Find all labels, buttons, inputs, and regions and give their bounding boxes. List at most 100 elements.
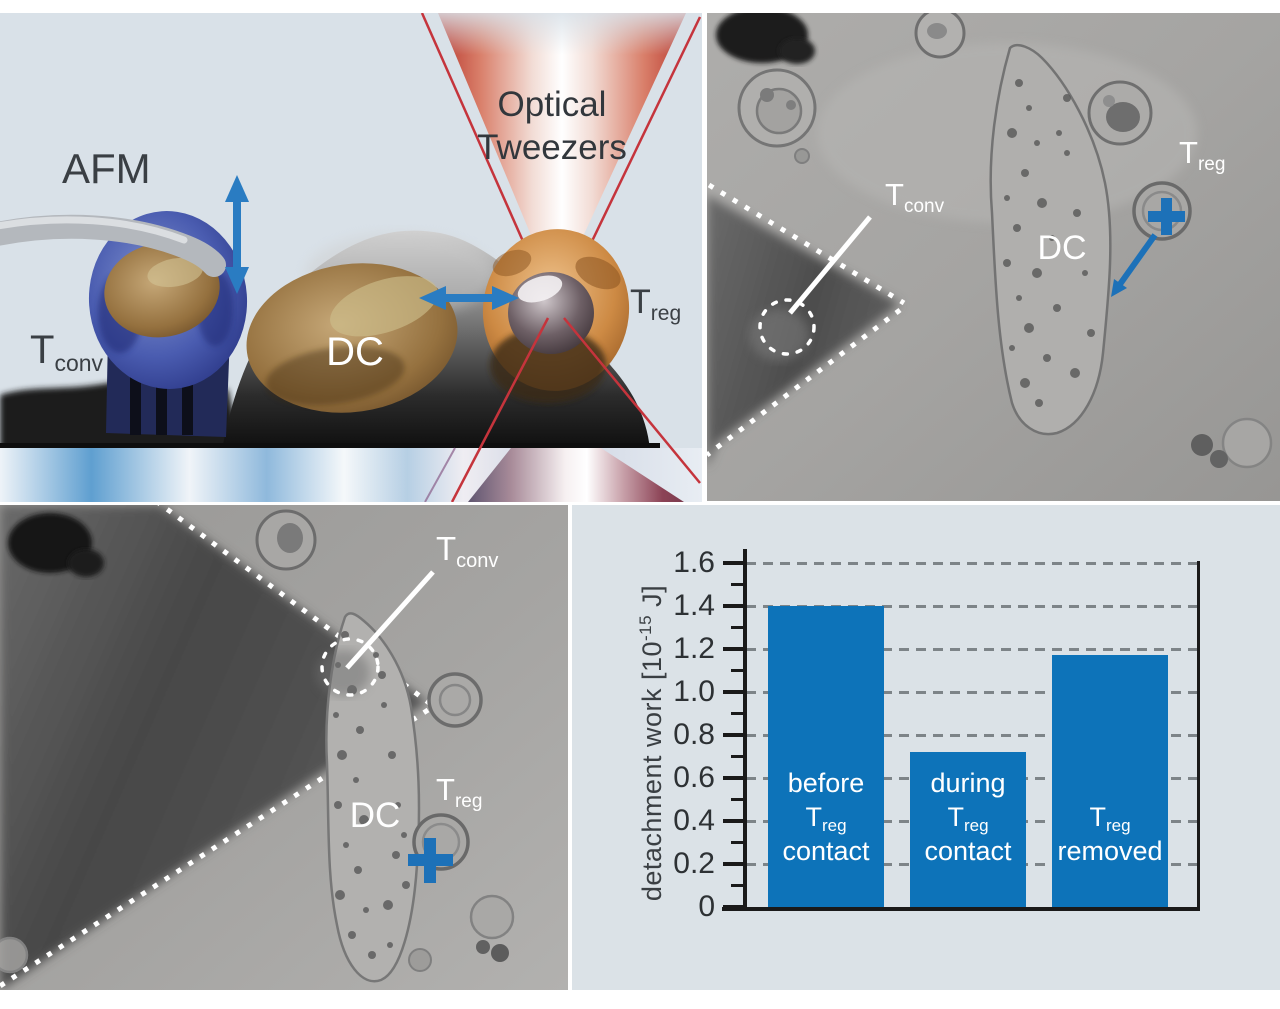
y-axis-minor-tick (731, 583, 743, 586)
cell-granule (1056, 130, 1062, 136)
cell-granule (1013, 224, 1021, 232)
y-axis-minor-tick (731, 712, 743, 715)
cell-granule (353, 777, 359, 783)
bar-label-line: contact (924, 836, 1012, 866)
y-axis-minor-tick (731, 755, 743, 758)
y-axis-major-tick (723, 647, 743, 651)
y-axis-minor-tick (731, 798, 743, 801)
bar-label-line: removed (1057, 836, 1163, 866)
treg-label: Treg (436, 772, 482, 812)
y-axis-major-tick (723, 776, 743, 780)
bar-label: Treg removed (1052, 800, 1168, 868)
cell-granule (359, 815, 369, 825)
round-cell (914, 13, 966, 59)
tconv-pointer-line (788, 215, 872, 315)
round-cell (427, 672, 483, 728)
cell-granule (1070, 368, 1080, 378)
right-frame-line (1197, 561, 1200, 907)
cell-granule (1007, 128, 1017, 138)
tconv-dotted-circle (320, 637, 380, 697)
y-axis-minor-tick (731, 884, 743, 887)
cell-granule (333, 712, 339, 718)
round-cell (408, 894, 515, 972)
cell-granule (354, 866, 362, 874)
cell-granule (1043, 354, 1051, 362)
cell-granule (388, 751, 396, 759)
cell-granule (334, 801, 342, 809)
cell-granule (378, 671, 386, 679)
cell-granule (356, 726, 364, 734)
schematic-illustration-panel: AFM Optical Tweezers Tconv DC Treg (0, 13, 702, 502)
bar-label: during Treg contact (910, 766, 1026, 868)
cell-granule (363, 907, 369, 913)
schematic-illustration: AFM Optical Tweezers Tconv DC Treg (0, 13, 702, 502)
microscopy-image-bottom: Tconv DC Treg (0, 505, 568, 990)
bar-during-treg-contact (910, 752, 1026, 907)
afm-force-arrow-icon (225, 175, 249, 294)
y-tick-label: 1.6 (673, 546, 715, 579)
round-cell (0, 936, 29, 974)
cell-granule (335, 890, 345, 900)
debris-blob (716, 13, 815, 64)
y-axis-major-tick (723, 561, 743, 565)
cell-granule (1003, 259, 1011, 267)
tconv-dotted-circle (758, 298, 816, 356)
bar-label-line: Treg (947, 802, 989, 835)
dc-label: DC (326, 330, 384, 374)
cell-granule (343, 842, 349, 848)
tconv-label: Tconv (30, 328, 104, 376)
cantilever-outline-dotted-upper (157, 505, 434, 708)
bar-label-line: during (930, 768, 1006, 798)
cell-granule (1026, 105, 1032, 111)
y-axis-major-tick (723, 819, 743, 823)
gridline (746, 561, 1197, 565)
microscopy-image-top: Tconv DC Treg (707, 13, 1280, 501)
gridline (746, 733, 1197, 737)
y-tick-label: 0 (698, 890, 715, 923)
cell-granule (1082, 270, 1088, 276)
dc-cell (989, 43, 1112, 436)
y-tick-label: 1.4 (673, 589, 715, 622)
round-cell (737, 68, 817, 164)
cell-granule (1063, 94, 1071, 102)
debris-blob (8, 513, 104, 577)
gridline (746, 604, 1197, 608)
dc-label: DC (350, 796, 401, 835)
treg-to-dc-arrow-icon (1111, 233, 1158, 297)
y-tick-label: 0.2 (673, 847, 715, 880)
plus-icon (1148, 198, 1185, 235)
cell-granule (337, 750, 347, 760)
cell-granule (401, 832, 407, 838)
dc-nucleus (246, 263, 458, 413)
tconv-cell-shadow (749, 309, 809, 361)
cell-granule (381, 702, 387, 708)
microscopy-panel-top: Tconv DC Treg (707, 13, 1280, 501)
cell-granule (395, 802, 401, 808)
cell-granule (1034, 140, 1040, 146)
x-axis-line (722, 907, 1200, 911)
bar-label-line: Treg (805, 802, 847, 835)
y-axis-major-tick (723, 733, 743, 737)
round-cell (1087, 80, 1153, 146)
tconv-cell-shadow (316, 650, 370, 696)
cell-granule (387, 942, 393, 948)
cell-granule (1032, 268, 1042, 278)
y-tick-label: 0.8 (673, 718, 715, 751)
optical-tweezers-label-line2: Tweezers (477, 128, 627, 167)
bar-label: before Treg contact (768, 766, 884, 868)
afm-label: AFM (62, 145, 151, 192)
y-axis-line (743, 549, 747, 910)
y-axis-minor-tick (731, 841, 743, 844)
cell-granule (368, 951, 376, 959)
gridline (746, 647, 1197, 651)
cell-granule (1024, 323, 1034, 333)
cell-granule (348, 931, 356, 939)
cantilever-tip-shadow (0, 505, 427, 990)
tconv-label: Tconv (885, 177, 945, 217)
cell-granule (1009, 345, 1015, 351)
y-tick-label: 0.6 (673, 761, 715, 794)
plus-icon (408, 838, 453, 883)
cell-granule (1016, 295, 1022, 301)
bar-chart-panel: detachment work [10-15 J] 1.6 1.4 1.2 1.0 0.… (572, 505, 1280, 990)
